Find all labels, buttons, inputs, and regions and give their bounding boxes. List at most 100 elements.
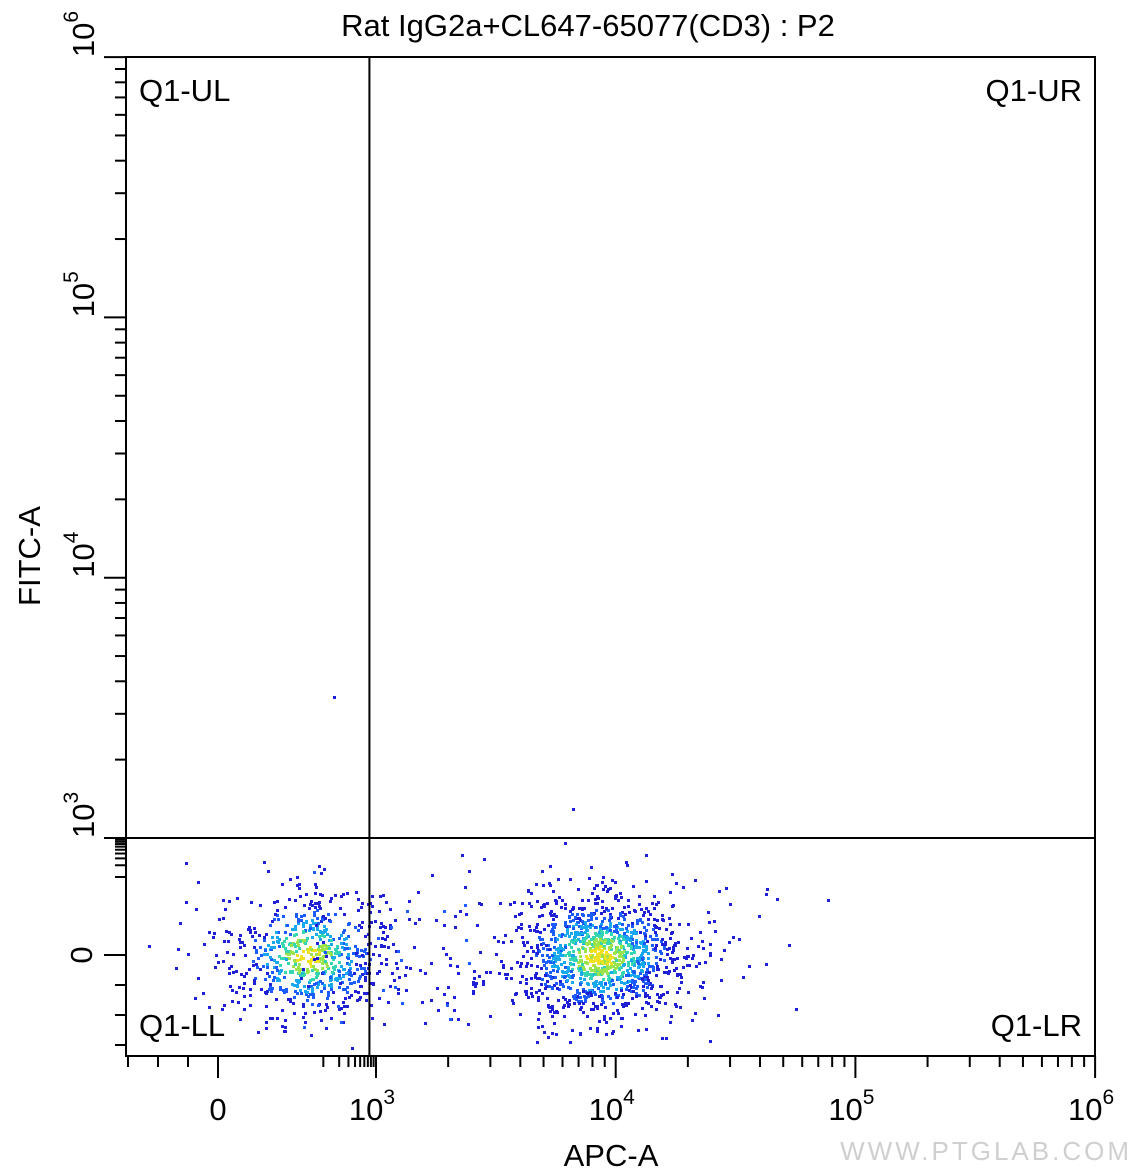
event-point: [584, 924, 587, 927]
event-point: [323, 930, 326, 933]
event-point: [583, 972, 586, 975]
quadrant-labels: Q1-UL Q1-UR Q1-LL Q1-LR: [139, 73, 1082, 1043]
event-point: [316, 926, 319, 929]
event-point: [610, 944, 613, 947]
event-point: [449, 964, 452, 967]
event-point: [672, 946, 675, 949]
event-point: [666, 991, 669, 994]
event-point: [306, 971, 309, 974]
event-point: [521, 975, 524, 978]
event-point: [551, 1005, 554, 1008]
event-point: [590, 959, 593, 962]
event-point: [698, 962, 701, 965]
event-point: [572, 950, 575, 953]
event-point: [538, 989, 541, 992]
event-point: [293, 996, 296, 999]
event-point: [723, 949, 726, 952]
event-point: [766, 888, 769, 891]
event-point: [587, 973, 590, 976]
event-point: [472, 992, 475, 995]
event-point: [686, 964, 689, 967]
event-point: [506, 973, 509, 976]
event-point: [504, 934, 507, 937]
event-point: [662, 993, 665, 996]
event-point: [526, 962, 529, 965]
event-point: [593, 985, 596, 988]
event-point: [269, 924, 272, 927]
event-point: [610, 971, 613, 974]
event-point: [387, 1001, 390, 1004]
event-point: [511, 999, 514, 1002]
event-point: [294, 928, 297, 931]
y-tick-label: 103: [60, 792, 101, 838]
event-point: [366, 972, 369, 975]
event-point: [520, 912, 523, 915]
event-point: [442, 947, 445, 950]
event-point: [653, 924, 656, 927]
event-point: [394, 919, 397, 922]
event-point: [563, 1015, 566, 1018]
event-point: [306, 991, 309, 994]
event-point: [530, 977, 533, 980]
event-point: [586, 971, 589, 974]
event-point: [308, 929, 311, 932]
event-point: [325, 947, 328, 950]
quadrant-label-lr: Q1-LR: [991, 1008, 1082, 1043]
event-point: [546, 954, 549, 957]
event-point: [514, 915, 517, 918]
event-point: [654, 931, 657, 934]
event-point: [283, 957, 286, 960]
event-point: [389, 908, 392, 911]
event-point: [622, 946, 625, 949]
event-point: [597, 943, 600, 946]
event-point: [670, 1015, 673, 1018]
event-point: [596, 1005, 599, 1008]
event-point: [310, 948, 313, 951]
event-point: [568, 999, 571, 1002]
event-point: [389, 985, 392, 988]
event-point: [300, 977, 303, 980]
event-point: [690, 937, 693, 940]
event-point: [419, 969, 422, 972]
event-point: [307, 960, 310, 963]
event-point: [646, 968, 649, 971]
event-point: [574, 956, 577, 959]
event-point: [437, 1009, 440, 1012]
event-point: [372, 953, 375, 956]
event-point: [293, 984, 296, 987]
event-point: [315, 972, 318, 975]
event-point: [265, 933, 268, 936]
event-point: [623, 918, 626, 921]
event-point: [664, 943, 667, 946]
event-point: [285, 950, 288, 953]
event-point: [651, 944, 654, 947]
event-point: [347, 953, 350, 956]
event-point: [627, 924, 630, 927]
event-point: [283, 940, 286, 943]
event-point: [512, 1002, 515, 1005]
event-point: [658, 996, 661, 999]
event-point: [679, 1006, 682, 1009]
event-point: [276, 936, 279, 939]
event-point: [351, 1047, 354, 1050]
event-point: [357, 909, 360, 912]
event-point: [596, 1007, 599, 1010]
event-point: [639, 931, 642, 934]
event-point: [605, 931, 608, 934]
event-point: [523, 944, 526, 947]
event-point: [535, 954, 538, 957]
event-point: [317, 960, 320, 963]
event-point: [634, 980, 637, 983]
event-point: [291, 970, 294, 973]
event-point: [311, 987, 314, 990]
event-point: [222, 960, 225, 963]
event-point: [645, 1001, 648, 1004]
event-point: [554, 976, 557, 979]
event-point: [557, 950, 560, 953]
event-point: [303, 904, 306, 907]
event-point: [336, 979, 339, 982]
event-point: [557, 967, 560, 970]
event-point: [632, 990, 635, 993]
event-point: [272, 941, 275, 944]
